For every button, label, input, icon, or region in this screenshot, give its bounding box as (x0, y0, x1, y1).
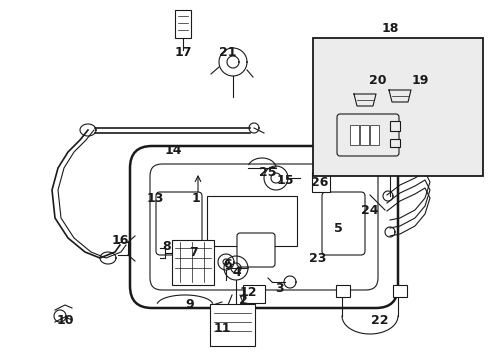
FancyBboxPatch shape (130, 146, 397, 308)
FancyBboxPatch shape (321, 192, 364, 255)
FancyBboxPatch shape (150, 164, 377, 290)
Bar (369, 125, 378, 145)
Text: 24: 24 (361, 203, 378, 216)
Text: 13: 13 (146, 192, 163, 204)
Text: 4: 4 (232, 266, 241, 279)
FancyBboxPatch shape (156, 192, 202, 255)
Text: 21: 21 (219, 45, 236, 58)
Bar (311, 172, 329, 192)
Text: 7: 7 (189, 246, 198, 258)
Text: 14: 14 (164, 144, 182, 157)
Text: 26: 26 (311, 175, 328, 189)
Bar (392, 285, 406, 297)
Text: 22: 22 (370, 314, 388, 327)
Bar (172, 240, 214, 285)
Bar (389, 139, 399, 147)
Text: 11: 11 (213, 321, 230, 334)
Bar (206, 196, 296, 246)
Text: 9: 9 (185, 298, 194, 311)
Text: 8: 8 (163, 240, 171, 253)
FancyBboxPatch shape (336, 114, 398, 156)
Text: 19: 19 (410, 73, 428, 86)
Text: 23: 23 (309, 252, 326, 265)
Text: 17: 17 (174, 45, 191, 58)
Bar (209, 304, 254, 346)
Text: 12: 12 (239, 287, 256, 300)
Text: 10: 10 (56, 314, 74, 327)
Text: 3: 3 (275, 282, 284, 294)
Text: 15: 15 (276, 174, 293, 186)
Text: 2: 2 (238, 293, 247, 306)
Bar (312, 38, 482, 176)
FancyBboxPatch shape (237, 233, 274, 267)
Text: 1: 1 (191, 192, 200, 204)
Bar (175, 10, 191, 38)
Text: 25: 25 (259, 166, 276, 179)
Bar (349, 125, 358, 145)
Bar (243, 285, 264, 303)
Text: 6: 6 (223, 258, 232, 271)
Text: 5: 5 (333, 221, 342, 234)
Bar (389, 121, 399, 131)
Bar (359, 125, 368, 145)
Bar (335, 285, 349, 297)
Text: 16: 16 (111, 234, 128, 247)
Text: 20: 20 (368, 73, 386, 86)
Text: 18: 18 (381, 22, 398, 35)
